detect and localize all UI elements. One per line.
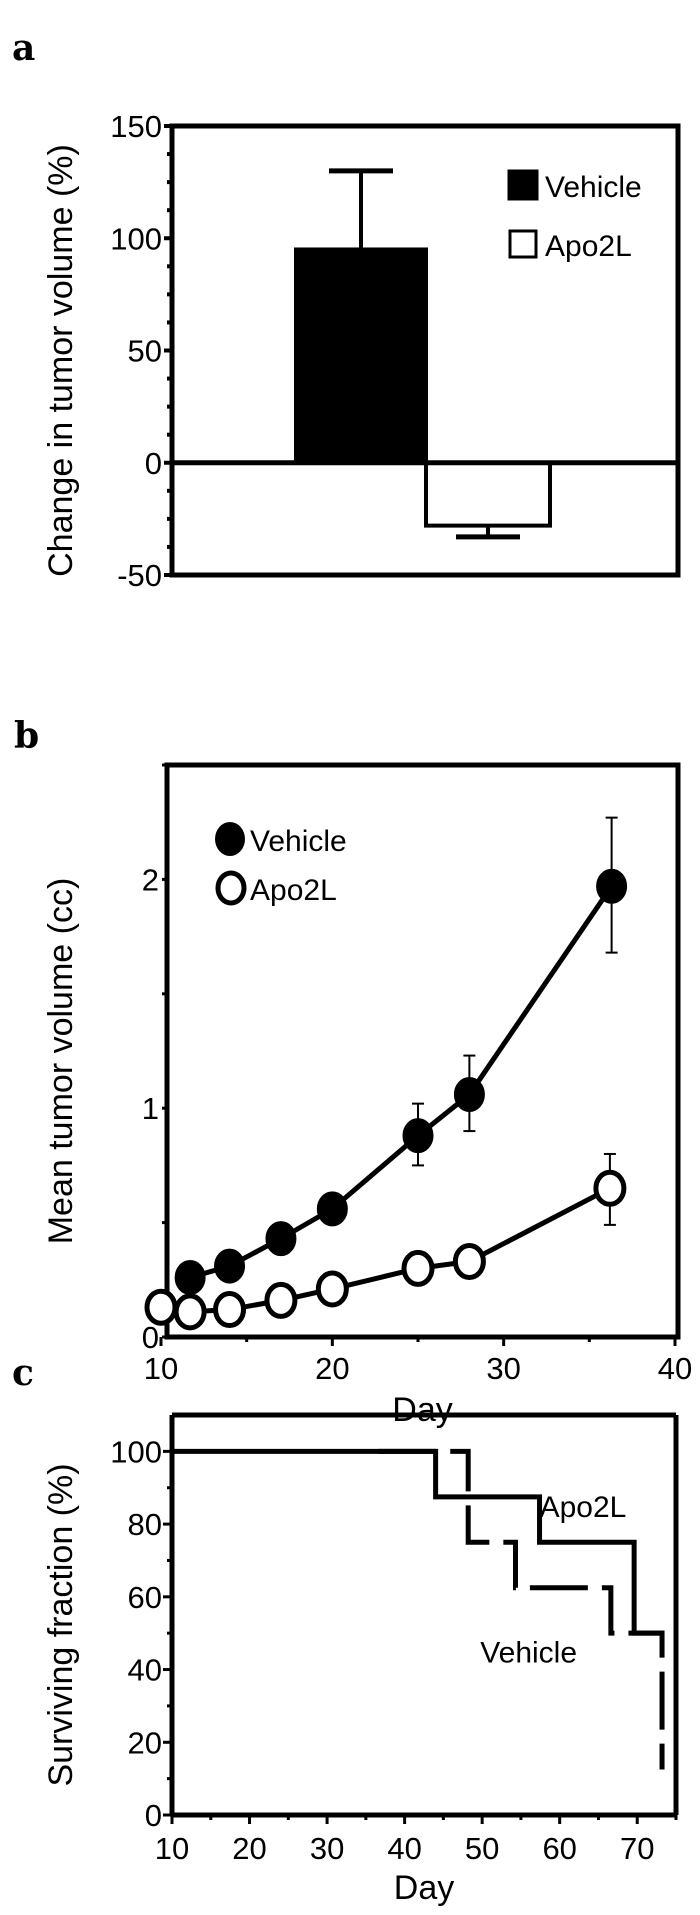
y-tick-label: 50 [128, 334, 162, 369]
y-axis-label: Surviving fraction (%) [42, 1463, 80, 1786]
panel-label-a: a [12, 27, 35, 69]
y-tick-label: 20 [128, 1725, 162, 1760]
y-tick-label: 100 [110, 1434, 162, 1469]
legend-label-vehicle: Vehicle [545, 171, 642, 204]
panel-a: a -50 0 50 100 150 Change in tumor volume (%)… [12, 27, 681, 593]
x-tick-label: 30 [486, 1351, 520, 1386]
data-point-apo2l [173, 1293, 207, 1331]
y-tick-label: 0 [145, 1798, 162, 1833]
bar-apo2l [424, 460, 552, 528]
data-point-apo2l [315, 1270, 349, 1308]
data-point-apo2l [213, 1291, 247, 1329]
data-point-vehicle [596, 868, 628, 904]
x-tick-label: 40 [387, 1831, 421, 1866]
data-point-vehicle [214, 1248, 246, 1284]
legend-marker-apo2l [215, 870, 247, 906]
data-point-apo2l [144, 1288, 178, 1326]
data-point-vehicle [174, 1260, 206, 1296]
data-point-apo2l [264, 1281, 298, 1319]
legend-marker-vehicle [215, 822, 245, 856]
y-tick-label: 1 [142, 1091, 159, 1126]
x-tick-label: 50 [465, 1831, 499, 1866]
data-point-apo2l [401, 1249, 435, 1287]
panel-label-c: c [12, 1352, 34, 1394]
y-tick-label: 2 [142, 862, 159, 897]
legend-label-vehicle: Vehicle [250, 825, 347, 858]
y-axis-label: Change in tumor volume (%) [42, 144, 80, 577]
curve-label-vehicle: Vehicle [480, 1636, 577, 1669]
legend-swatch-apo2l [508, 229, 538, 259]
panel-b: b 0 1 2 10 20 30 40 Day Mean tumor volume (cc) Ve… [14, 715, 692, 1429]
x-axis-label: Day [394, 1869, 454, 1907]
survival-curve-vehicle [378, 1448, 665, 1770]
panel-label-b: b [14, 715, 39, 757]
legend-label-apo2l: Apo2L [545, 230, 632, 263]
plot-frame [164, 762, 681, 1340]
y-tick-label: 100 [110, 221, 162, 256]
x-tick-label: 10 [155, 1831, 189, 1866]
y-tick-label: 60 [128, 1580, 162, 1615]
y-tick-label: 80 [128, 1507, 162, 1542]
x-tick-label: 10 [144, 1351, 178, 1386]
x-tick-label: 30 [310, 1831, 344, 1866]
data-point-vehicle [453, 1076, 485, 1112]
bar-vehicle [294, 247, 428, 465]
data-point-apo2l [452, 1242, 486, 1280]
data-point-apo2l [593, 1169, 627, 1207]
data-point-vehicle [265, 1221, 297, 1257]
x-tick-label: 20 [232, 1831, 266, 1866]
y-axis-label: Mean tumor volume (cc) [42, 878, 80, 1245]
legend-label-apo2l: Apo2L [250, 874, 337, 907]
data-point-vehicle [316, 1191, 348, 1227]
x-axis-label: Day [392, 1391, 452, 1429]
curve-label-apo2l: Apo2L [540, 1491, 627, 1524]
y-tick-label: 0 [145, 446, 162, 481]
survival-curve-apo2l [172, 1448, 665, 1636]
data-point-vehicle [402, 1118, 434, 1154]
panel-c: c 0 20 40 60 80 100 10 20 30 40 50 60 70 Day Surviving… [12, 1352, 679, 1907]
legend-swatch-vehicle [507, 169, 539, 201]
y-tick-label: 0 [142, 1320, 159, 1355]
y-tick-label: 150 [110, 109, 162, 144]
x-tick-label: 70 [620, 1831, 654, 1866]
x-tick-label: 20 [315, 1351, 349, 1386]
x-tick-label: 60 [542, 1831, 576, 1866]
y-tick-label: 40 [128, 1653, 162, 1688]
x-tick-label: 40 [658, 1351, 692, 1386]
y-tick-label: -50 [117, 558, 162, 593]
